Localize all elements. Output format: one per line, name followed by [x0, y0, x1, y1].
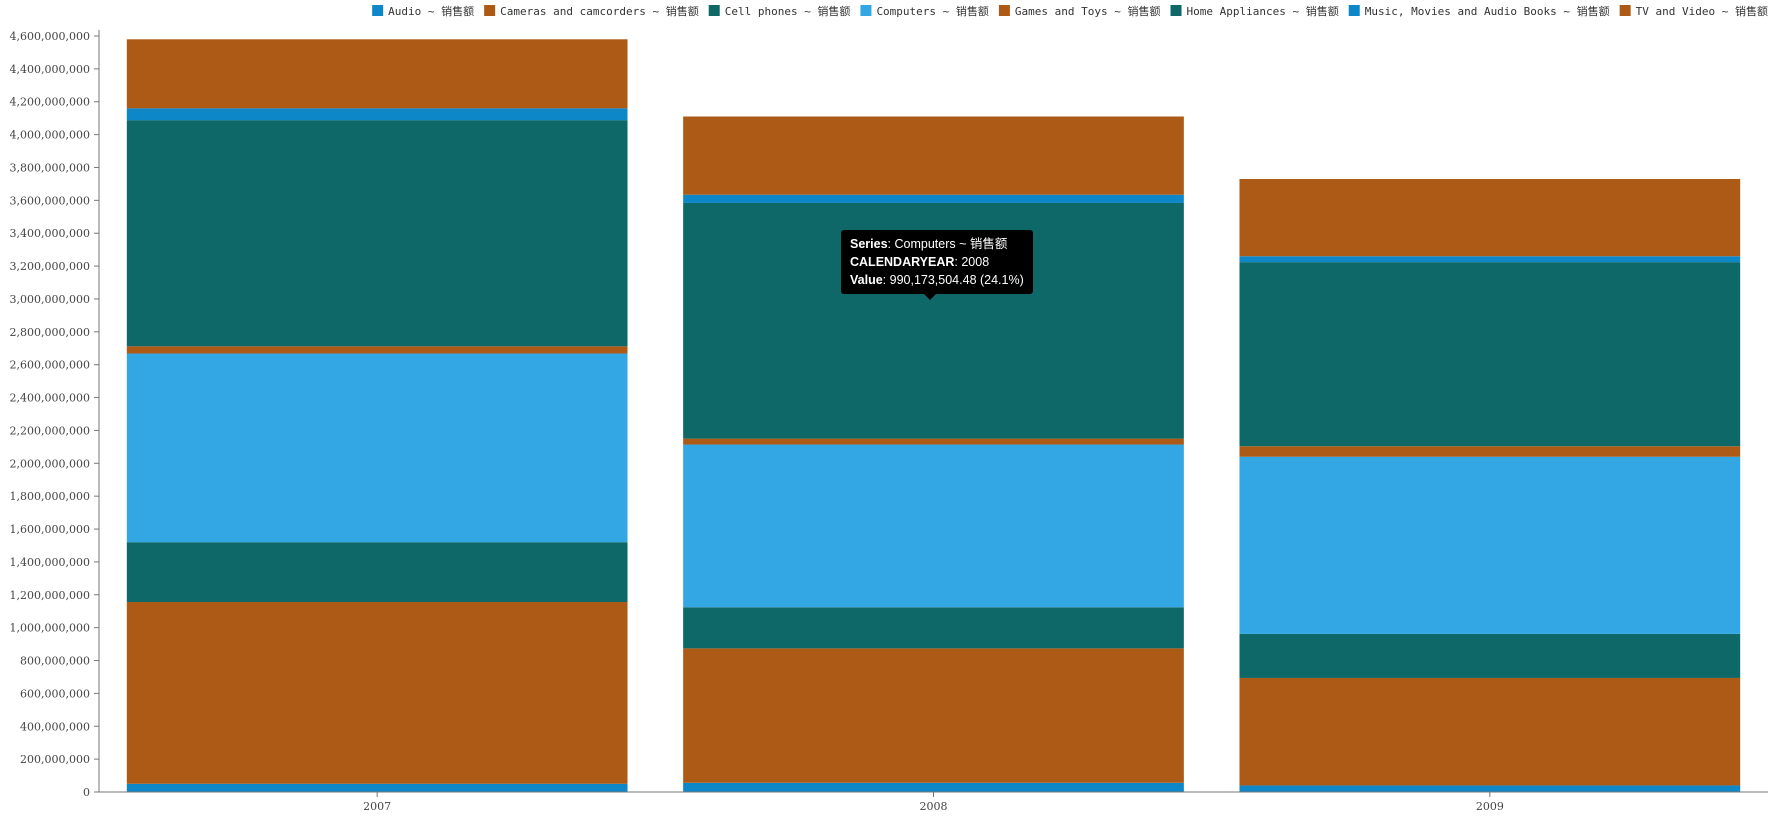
tooltip: Series: Computers ~ 销售额 CALENDARYEAR: 20…: [841, 230, 1033, 294]
tooltip-series-value: Computers ~ 销售额: [894, 237, 1008, 251]
tooltip-value-value: 990,173,504.48 (24.1%): [889, 273, 1024, 287]
legend-item[interactable]: Audio ~ 销售额: [372, 4, 474, 18]
y-tick-label: 2,200,000,000: [10, 424, 90, 437]
legend-label: Cell phones ~ 销售额: [725, 4, 851, 18]
bar-stack-2008: [683, 116, 1184, 792]
tooltip-category-value: 2008: [961, 255, 990, 269]
bars-area: [126, 39, 1741, 792]
y-tick-label: 3,400,000,000: [10, 227, 90, 240]
tooltip-value-key: Value: [850, 273, 883, 287]
legend-swatch: [484, 5, 496, 16]
x-axis: 2007 2008 2009: [99, 791, 1768, 813]
y-tick-label: 2,600,000,000: [10, 359, 90, 372]
legend-swatch: [1348, 5, 1360, 16]
bar-segment[interactable]: [126, 39, 628, 109]
legend-swatch: [998, 5, 1010, 16]
y-tick-label: 400,000,000: [20, 720, 90, 733]
y-tick-label: 800,000,000: [20, 655, 90, 668]
y-tick-label: 1,800,000,000: [10, 490, 90, 503]
bar-segment[interactable]: [683, 438, 1184, 445]
y-tick-label: 600,000,000: [20, 687, 90, 700]
legend-label: Music, Movies and Audio Books ~ 销售额: [1365, 4, 1610, 18]
tooltip-series-line: Series: Computers ~ 销售额: [850, 237, 1008, 251]
y-tick-label: 4,000,000,000: [10, 129, 90, 142]
legend-item[interactable]: TV and Video ~ 销售额: [1619, 4, 1768, 18]
y-tick-label: 1,000,000,000: [10, 622, 90, 635]
y-tick-label: 4,600,000,000: [10, 30, 90, 43]
legend: Audio ~ 销售额 Cameras and camcorders ~ 销售额 C…: [372, 4, 1768, 18]
bar-segment[interactable]: [1239, 456, 1741, 634]
bar-segment[interactable]: [1239, 446, 1741, 457]
y-tick-label: 0: [83, 786, 90, 799]
tooltip-series-key: Series: [850, 237, 888, 251]
y-tick-label: 3,200,000,000: [10, 260, 90, 273]
y-tick-label: 1,600,000,000: [10, 523, 90, 536]
bar-segment[interactable]: [683, 648, 1184, 783]
tooltip-arrow: [924, 294, 936, 300]
bar-segment[interactable]: [1239, 633, 1741, 678]
bar-segment[interactable]: [126, 602, 628, 784]
y-tick-label: 3,800,000,000: [10, 161, 90, 174]
bar-segment[interactable]: [126, 346, 628, 354]
y-tick-label: 1,400,000,000: [10, 556, 90, 569]
x-tick-label: 2007: [363, 800, 391, 813]
legend-item[interactable]: Music, Movies and Audio Books ~ 销售额: [1348, 4, 1610, 18]
bar-segment[interactable]: [126, 108, 628, 121]
bar-segment[interactable]: [683, 194, 1184, 203]
legend-item[interactable]: Games and Toys ~ 销售额: [998, 4, 1161, 18]
bar-segment[interactable]: [126, 542, 628, 603]
legend-item[interactable]: Home Appliances ~ 销售额: [1170, 4, 1339, 18]
legend-item[interactable]: Cell phones ~ 销售额: [708, 4, 851, 18]
x-tick-label: 2008: [920, 800, 948, 813]
legend-label: Games and Toys ~ 销售额: [1015, 4, 1161, 18]
bar-segment[interactable]: [683, 116, 1184, 195]
y-axis: 0 200,000,000 400,000,000 600,000,000 800,00…: [10, 30, 100, 799]
bar-stack-2007: [126, 39, 628, 792]
bar-segment[interactable]: [1239, 677, 1741, 786]
legend-label: Audio ~ 销售额: [388, 4, 474, 18]
y-tick-label: 2,000,000,000: [10, 457, 90, 470]
y-tick-label: 4,200,000,000: [10, 96, 90, 109]
y-tick-label: 2,400,000,000: [10, 392, 90, 405]
bar-stack-2009: [1239, 178, 1741, 792]
bar-segment[interactable]: [126, 783, 628, 792]
x-tick-label: 2009: [1476, 800, 1504, 813]
bar-segment[interactable]: [1239, 262, 1741, 447]
tooltip-category-key: CALENDARYEAR: [850, 255, 955, 269]
y-tick-label: 3,600,000,000: [10, 194, 90, 207]
bar-segment[interactable]: [1239, 178, 1741, 257]
bar-segment[interactable]: [683, 607, 1184, 649]
bar-segment[interactable]: [126, 353, 628, 543]
legend-label: TV and Video ~ 销售额: [1636, 4, 1768, 18]
y-tick-label: 3,000,000,000: [10, 293, 90, 306]
legend-swatch: [860, 5, 872, 16]
bar-segment[interactable]: [126, 120, 628, 347]
legend-label: Home Appliances ~ 销售额: [1187, 4, 1339, 18]
bar-segment[interactable]: [683, 782, 1184, 792]
legend-label: Computers ~ 销售额: [876, 4, 988, 18]
tooltip-category-line: CALENDARYEAR: 2008: [850, 255, 990, 269]
y-tick-label: 2,800,000,000: [10, 326, 90, 339]
bar-segment[interactable]: [1239, 785, 1741, 792]
legend-swatch: [1619, 5, 1631, 16]
legend-swatch: [1170, 5, 1182, 16]
legend-swatch: [372, 5, 384, 16]
legend-item[interactable]: Computers ~ 销售额: [860, 4, 989, 18]
bar-segment[interactable]: [1239, 256, 1741, 263]
bar-segment[interactable]: [683, 444, 1184, 608]
legend-item[interactable]: Cameras and camcorders ~ 销售额: [484, 4, 699, 18]
legend-label: Cameras and camcorders ~ 销售额: [500, 4, 699, 18]
y-tick-label: 200,000,000: [20, 753, 90, 766]
legend-swatch: [708, 5, 720, 16]
y-tick-label: 4,400,000,000: [10, 63, 90, 76]
y-tick-label: 1,200,000,000: [10, 589, 90, 602]
tooltip-value-line: Value: 990,173,504.48 (24.1%): [850, 273, 1024, 287]
